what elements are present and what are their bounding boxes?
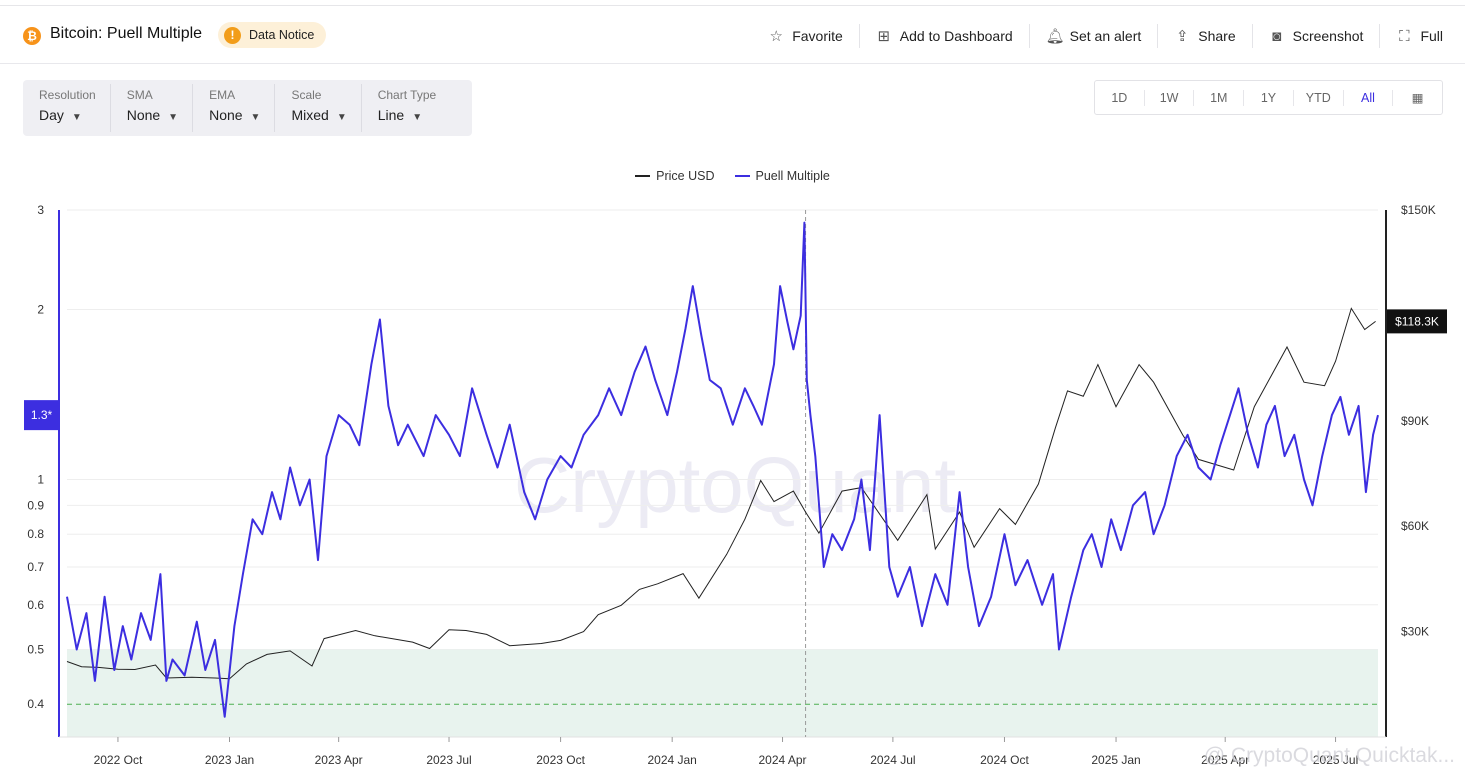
left-tick-label: 2 bbox=[37, 302, 44, 316]
watermark-text: CryptoQuant bbox=[514, 441, 957, 529]
current-puell-label: 1.3* bbox=[31, 408, 53, 422]
calendar-button[interactable]: ▦ bbox=[1393, 90, 1442, 106]
legend-swatch-price bbox=[635, 175, 651, 177]
screenshot-label: Screenshot bbox=[1292, 28, 1364, 44]
scale-label: Scale bbox=[291, 88, 322, 102]
left-tick-label: 3 bbox=[37, 203, 44, 217]
current-price-label: $118.3K bbox=[1395, 314, 1439, 328]
x-tick-label: 2024 Apr bbox=[759, 753, 807, 767]
x-tick-label: 2025 Jan bbox=[1091, 753, 1140, 767]
current-price-marker bbox=[1387, 309, 1447, 334]
ema-select[interactable]: EMA None ▼ bbox=[193, 84, 276, 132]
footer-watermark: @ CryptoQuant Quicktak... bbox=[1204, 744, 1455, 767]
range-all[interactable]: All bbox=[1344, 89, 1394, 106]
top-border bbox=[0, 5, 1465, 6]
x-tick-label: 2024 Jan bbox=[647, 753, 696, 767]
current-puell-marker bbox=[24, 400, 59, 431]
data-notice-badge[interactable]: ! Data Notice bbox=[218, 22, 327, 48]
page-header: ₿ Bitcoin: Puell Multiple ! Data Notice … bbox=[0, 6, 1465, 64]
sma-select[interactable]: SMA None ▼ bbox=[111, 84, 194, 132]
chart-type-value: Line bbox=[377, 107, 405, 123]
resolution-value: Day bbox=[39, 107, 64, 123]
favorite-label: Favorite bbox=[792, 28, 843, 44]
share-icon: ⇪ bbox=[1175, 28, 1189, 45]
share-label: Share bbox=[1198, 28, 1236, 44]
puell-multiple-line bbox=[66, 221, 1379, 718]
x-tick-label: 2022 Oct bbox=[94, 753, 143, 767]
chart-type-label: Chart Type bbox=[377, 88, 437, 102]
camera-icon: ◙ bbox=[1272, 27, 1282, 45]
share-button[interactable]: ⇪ Share bbox=[1157, 24, 1251, 48]
right-tick-label: $150K bbox=[1401, 203, 1436, 217]
bell-icon: 🔔︎ bbox=[1045, 28, 1065, 45]
x-tick-label: 2023 Apr bbox=[315, 753, 363, 767]
left-tick-label: 0.9 bbox=[27, 498, 44, 512]
ema-value: None bbox=[209, 107, 243, 123]
chart-legend: Price USD Puell Multiple bbox=[0, 169, 1465, 183]
range-1d[interactable]: 1D bbox=[1095, 89, 1145, 106]
left-tick-label: 0.6 bbox=[27, 598, 44, 612]
data-notice-label: Data Notice bbox=[249, 28, 315, 42]
sma-value: None bbox=[126, 107, 161, 123]
x-tick-label: 2024 Jul bbox=[870, 753, 915, 767]
set-alert-label: Set an alert bbox=[1069, 28, 1142, 44]
resolution-select[interactable]: Resolution Day ▼ bbox=[23, 84, 111, 132]
caret-down-icon: ▼ bbox=[336, 112, 347, 123]
x-tick-label: 2025 Apr bbox=[1201, 753, 1249, 767]
left-tick-label: 1 bbox=[37, 472, 44, 486]
range-ytd[interactable]: YTD bbox=[1294, 89, 1344, 106]
favorite-button[interactable]: ☆ Favorite bbox=[752, 24, 859, 48]
right-tick-label: $30K bbox=[1401, 625, 1429, 639]
chart-type-select[interactable]: Chart Type Line ▼ bbox=[362, 84, 450, 132]
legend-swatch-puell bbox=[734, 175, 750, 177]
left-tick-label: 0.8 bbox=[27, 527, 44, 541]
legend-item-puell[interactable]: Puell Multiple bbox=[734, 169, 830, 183]
screenshot-button[interactable]: ◙ Screenshot bbox=[1251, 24, 1380, 48]
resolution-label: Resolution bbox=[39, 88, 96, 102]
chart-controls: Resolution Day ▼ SMA None ▼ EMA None ▼ Scal… bbox=[23, 80, 472, 136]
set-alert-button[interactable]: 🔔︎ Set an alert bbox=[1028, 24, 1158, 48]
add-to-dashboard-label: Add to Dashboard bbox=[899, 28, 1013, 44]
left-tick-label: 0.7 bbox=[27, 560, 44, 574]
fullscreen-button[interactable]: ⛶ Full bbox=[1379, 24, 1443, 48]
sma-label: SMA bbox=[126, 88, 153, 102]
x-tick-label: 2025 Jul bbox=[1313, 753, 1358, 767]
fullscreen-icon: ⛶ bbox=[1399, 27, 1410, 45]
fullscreen-label: Full bbox=[1420, 28, 1443, 44]
right-tick-label: $90K bbox=[1401, 414, 1429, 428]
scale-value: Mixed bbox=[291, 107, 329, 123]
caret-down-icon: ▼ bbox=[71, 112, 82, 123]
caret-down-icon: ▼ bbox=[250, 112, 261, 123]
calendar-icon: ▦ bbox=[1411, 90, 1424, 105]
star-icon: ☆ bbox=[769, 28, 783, 45]
add-to-dashboard-button[interactable]: ⊞ Add to Dashboard bbox=[858, 24, 1029, 48]
range-1y[interactable]: 1Y bbox=[1244, 89, 1294, 106]
warning-icon: ! bbox=[224, 26, 241, 44]
add-dashboard-icon: ⊞ bbox=[877, 28, 891, 45]
time-range-selector: 1D 1W 1M 1Y YTD All ▦ bbox=[1094, 80, 1443, 115]
x-tick-label: 2023 Jan bbox=[205, 753, 254, 767]
x-tick-label: 2024 Oct bbox=[980, 753, 1029, 767]
bitcoin-icon: ₿ bbox=[23, 27, 41, 45]
ema-label: EMA bbox=[209, 88, 236, 102]
page-title: Bitcoin: Puell Multiple bbox=[50, 25, 203, 42]
legend-item-price[interactable]: Price USD bbox=[635, 169, 715, 183]
low-value-band bbox=[67, 649, 1378, 737]
x-tick-label: 2023 Oct bbox=[536, 753, 585, 767]
right-tick-label: $60K bbox=[1401, 519, 1429, 533]
left-tick-label: 0.5 bbox=[27, 643, 44, 657]
legend-label-puell: Puell Multiple bbox=[755, 169, 830, 183]
caret-down-icon: ▼ bbox=[412, 112, 423, 123]
legend-label-price: Price USD bbox=[656, 169, 715, 183]
caret-down-icon: ▼ bbox=[168, 112, 179, 123]
x-tick-label: 2023 Jul bbox=[426, 753, 471, 767]
range-1w[interactable]: 1W bbox=[1145, 89, 1195, 106]
price-usd-line bbox=[66, 307, 1376, 680]
header-actions: ☆ Favorite ⊞ Add to Dashboard 🔔︎ Set an … bbox=[752, 24, 1443, 48]
left-tick-label: 0.4 bbox=[27, 697, 44, 711]
scale-select[interactable]: Scale Mixed ▼ bbox=[275, 84, 362, 132]
range-1m[interactable]: 1M bbox=[1194, 89, 1245, 106]
